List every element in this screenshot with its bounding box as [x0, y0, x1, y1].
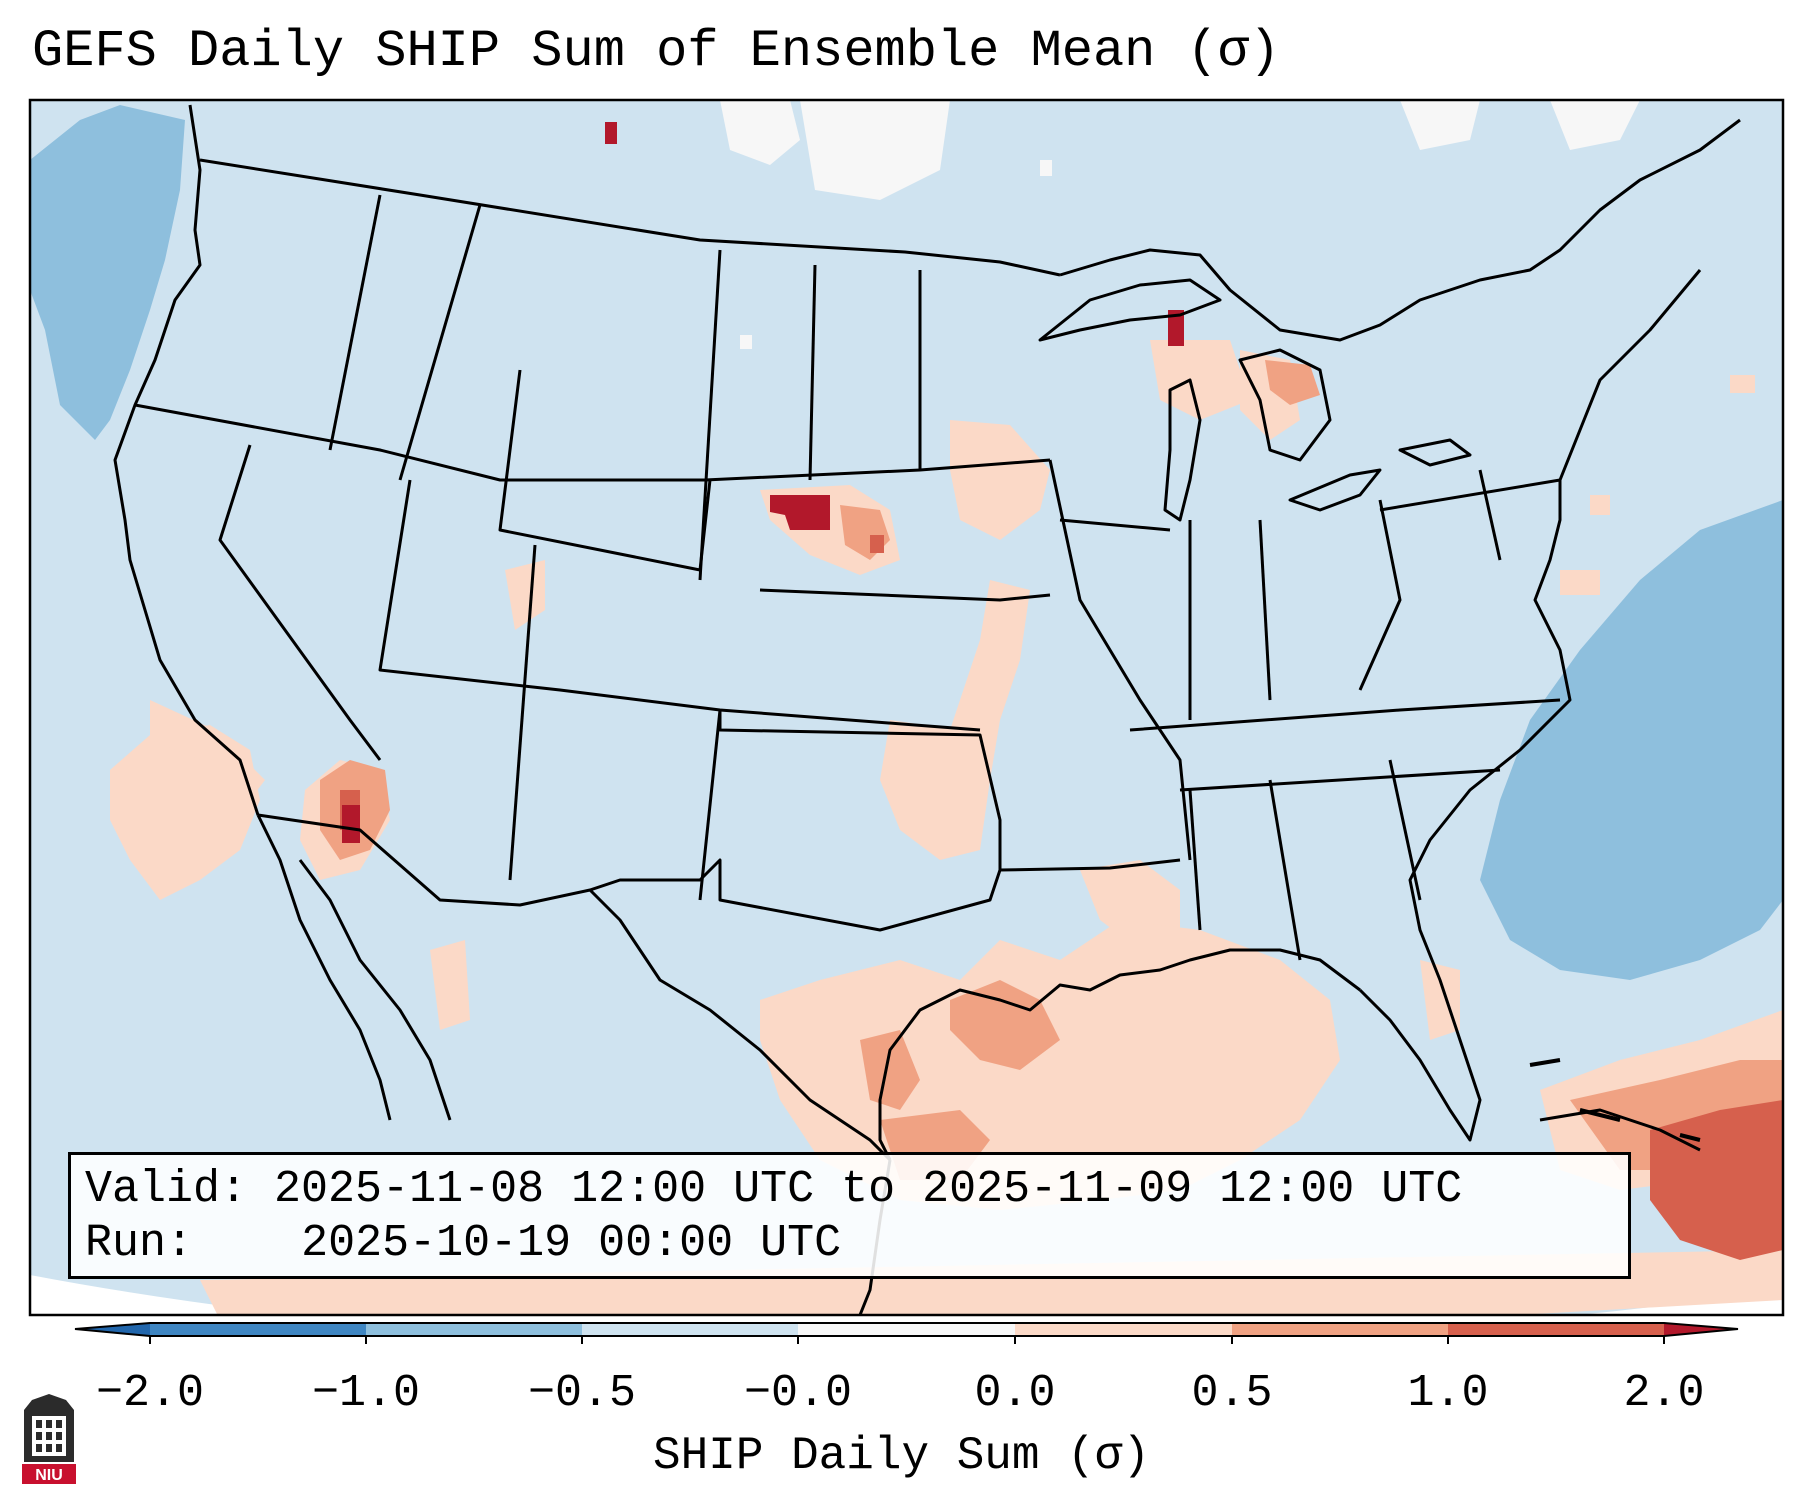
colorbar-tick-label: 0.0 — [974, 1368, 1056, 1419]
boundary-lines — [113, 104, 1741, 1315]
colorbar-tick-label: 0.5 — [1191, 1368, 1273, 1419]
niu-logo: NIU — [22, 1394, 76, 1484]
colorbar-tick-label: −0.0 — [743, 1368, 853, 1419]
colorbar-tick-label: 1.0 — [1407, 1368, 1489, 1419]
colorbar-bin-2 — [366, 1323, 582, 1336]
colorbar-bin-7 — [1448, 1323, 1664, 1336]
map-frame — [28, 98, 1785, 1317]
run-value: 2025-10-19 00:00 UTC — [301, 1218, 842, 1269]
colorbar-bin-1 — [150, 1323, 366, 1336]
run-row: Run: 2025-10-19 00:00 UTC — [85, 1217, 1614, 1271]
run-label: Run: — [85, 1218, 194, 1269]
positive-anomaly-extreme — [342, 122, 1184, 843]
colorbar-extend-low — [75, 1323, 150, 1336]
colorbar — [74, 1322, 1739, 1344]
colorbar-bin-4 — [798, 1323, 1015, 1336]
colorbar-extend-high — [1664, 1323, 1738, 1336]
colorbar-tick-label: 2.0 — [1623, 1368, 1705, 1419]
colorbar-tick-label: −0.5 — [527, 1368, 637, 1419]
colorbar-tick-label: −2.0 — [95, 1368, 205, 1419]
valid-label: Valid: — [85, 1164, 248, 1215]
colorbar-bin-3 — [582, 1323, 798, 1336]
map-title: GEFS Daily SHIP Sum of Ensemble Mean (σ) — [32, 22, 1281, 81]
colorbar-tick-label: −1.0 — [311, 1368, 421, 1419]
colorbar-bin-5 — [1015, 1323, 1232, 1336]
valid-run-info-box: Valid: 2025-11-08 12:00 UTC to 2025-11-0… — [68, 1152, 1631, 1279]
colorbar-bin-6 — [1232, 1323, 1448, 1336]
valid-row: Valid: 2025-11-08 12:00 UTC to 2025-11-0… — [85, 1163, 1614, 1217]
colorbar-title: SHIP Daily Sum (σ) — [653, 1430, 1150, 1482]
logo-text: NIU — [35, 1467, 63, 1484]
valid-value: 2025-11-08 12:00 UTC to 2025-11-09 12:00… — [274, 1164, 1463, 1215]
near-zero-regions — [720, 100, 1640, 349]
